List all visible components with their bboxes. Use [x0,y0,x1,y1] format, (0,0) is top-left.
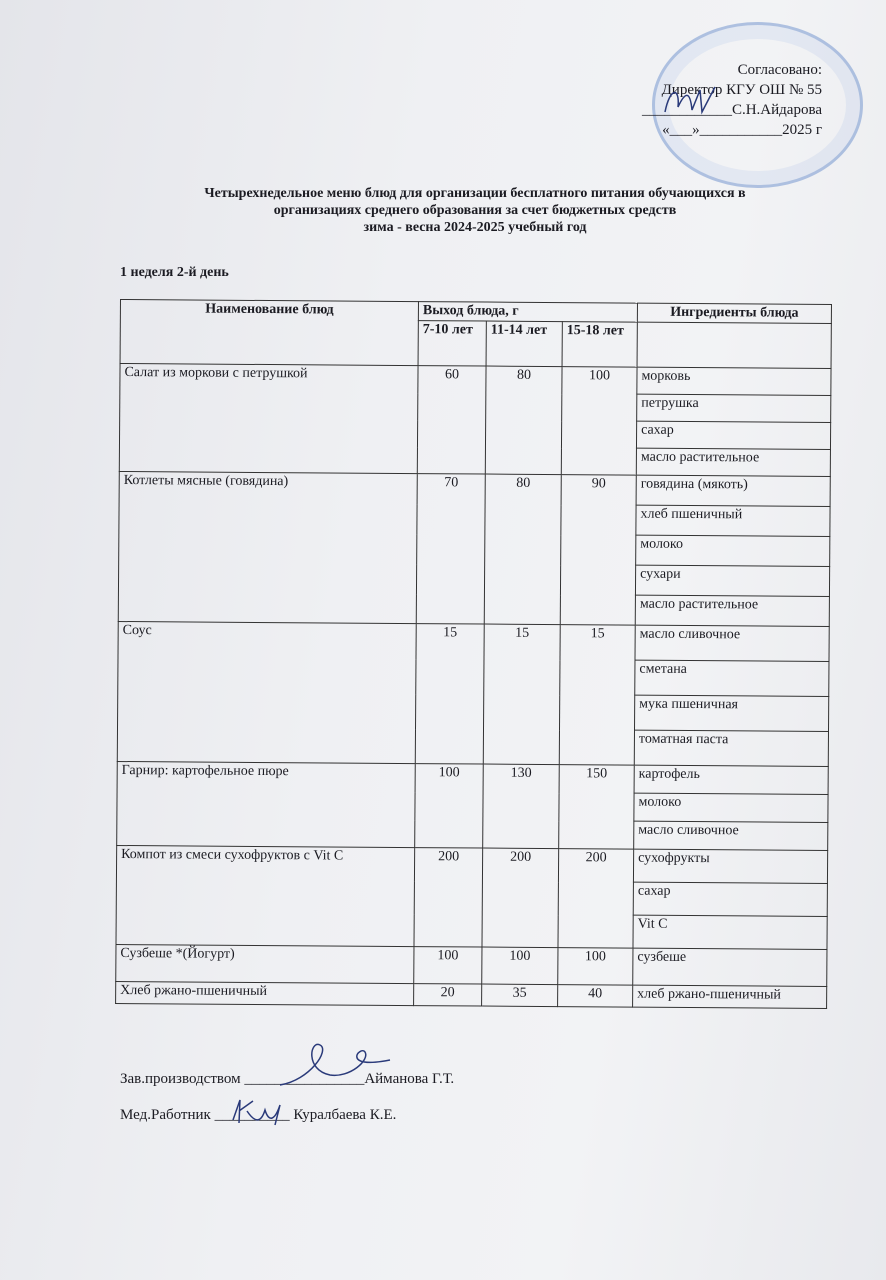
approval-line: ____________С.Н.Айдарова [641,102,822,118]
yield-value: 40 [557,984,633,1008]
dish-name: Сузбеше *(Йогурт) [115,944,414,984]
dish-name: Котлеты мясные (говядина) [118,471,418,624]
table-row: Компот из смеси сухофруктов с Vit C 200 20… [115,845,828,949]
yield-value: 150 [558,764,635,850]
approval-line: Согласовано: [737,62,822,78]
table-row: Хлеб ржано-пшеничный 20 35 40 хлеб ржано-пше… [115,981,827,1009]
yield-value: 100 [413,946,482,985]
header-yield: Выход блюда, г [418,301,638,323]
ingredient: масло сливочное [634,625,830,662]
ingredient: петрушка [636,394,831,423]
ingredient: сахар [633,882,828,917]
yield-value: 80 [484,474,562,625]
header-age: 7-10 лет [418,320,487,367]
yield-value: 35 [481,984,558,1007]
yield-value: 100 [414,763,484,849]
yield-value: 200 [413,847,483,948]
header-dish: Наименование блюд [120,299,419,366]
medical-worker: Мед.Работник __________ Куралбаева К.Е. [120,1107,397,1123]
ingredient: говядина (мякоть) [636,475,831,507]
table-row: Котлеты мясные (говядина) 70 80 90 говядина … [118,471,831,626]
ingredient: сухофрукты [633,849,828,884]
ingredient: Vit C [632,915,828,950]
yield-value: 80 [485,366,563,475]
header-age: 15-18 лет [562,321,638,368]
ingredient: сахар [636,421,831,450]
ingredient: масло растительное [636,448,831,477]
yield-value: 130 [482,764,560,849]
official-stamp [652,22,863,188]
approval-line: «___»___________2025 г [662,122,822,138]
yield-value: 90 [560,474,637,626]
director-signature [664,86,716,115]
ingredient: сухари [635,565,830,597]
yield-value: 15 [559,624,636,766]
document-title: Четырехнедельное меню блюд для организац… [120,185,830,236]
title-line: организациях среднего образования за сче… [273,203,677,218]
ingredient: томатная паста [634,730,829,767]
ingredient: морковь [636,367,832,396]
header-ingredients: Ингредиенты блюда [637,303,832,324]
production-manager: Зав.производством ________________Аймано… [120,1071,455,1087]
ingredient: молоко [635,535,830,567]
yield-value: 100 [561,366,638,476]
dish-name: Салат из моркови с петрушкой [119,363,419,474]
table-row: Соус 15 15 15 масло сливочное [117,621,830,766]
yield-value: 70 [416,473,486,625]
yield-value: 20 [413,983,482,1007]
ingredient: хлеб пшеничный [635,505,831,537]
yield-value: 15 [415,623,485,765]
ingredient: масло сливочное [633,821,828,851]
ingredient: мука пшеничная [634,695,829,732]
production-signature [279,1043,391,1086]
ingredient: хлеб ржано-пшеничный [632,985,827,1009]
yield-value: 60 [417,365,487,475]
yield-value: 100 [557,947,633,986]
ingredient: картофель [634,765,829,795]
table-row: Сузбеше *(Йогурт) 100 100 100 сузбеше [115,944,827,987]
yield-value: 15 [483,624,561,765]
header-empty [637,322,832,369]
ingredient: молоко [633,793,829,823]
header-age: 11-14 лет [486,321,563,367]
dish-name: Хлеб ржано-пшеничный [115,981,414,1006]
dish-name: Компот из смеси сухофруктов с Vit C [115,845,415,947]
week-day-label: 1 неделя 2-й день [120,265,229,280]
table-row: Салат из моркови с петрушкой 60 80 100 морко… [119,363,832,476]
title-line: зима - весна 2024-2025 учебный год [363,220,587,235]
yield-value: 100 [481,947,558,985]
yield-value: 200 [557,848,634,949]
medic-signature [232,1099,281,1126]
menu-table: Наименование блюд Выход блюда, г Ингреди… [115,299,832,1009]
yield-value: 200 [481,848,559,948]
ingredient: масло растительное [635,595,830,627]
table-row: Гарнир: картофельное пюре 100 130 150 картоф… [116,761,829,850]
ingredient: сузбеше [632,948,827,987]
dish-name: Соус [117,621,417,764]
dish-name: Гарнир: картофельное пюре [116,761,416,848]
title-line: Четырехнедельное меню блюд для организац… [204,186,746,201]
ingredient: сметана [634,660,829,697]
approval-block: Согласовано: Директор КГУ ОШ № 55 ______… [642,60,822,140]
